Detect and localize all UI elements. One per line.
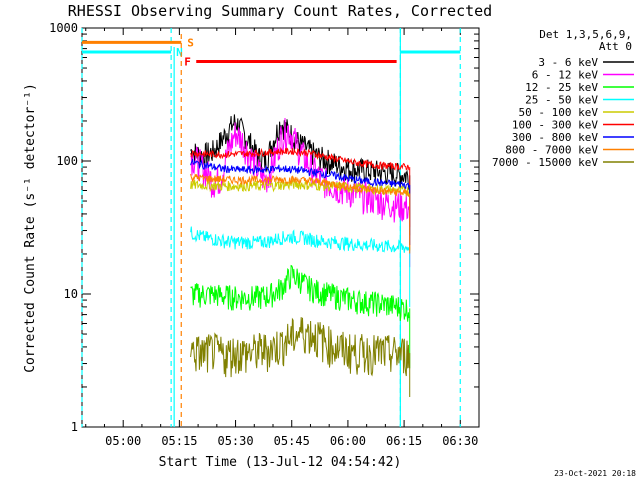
flag-label: F <box>184 55 191 68</box>
timestamp: 23-Oct-2021 20:18 <box>554 469 636 478</box>
x-tick-label: 06:00 <box>330 434 366 448</box>
legend-label: 800 - 7000 keV <box>505 144 598 157</box>
x-tick-label: 05:45 <box>274 434 310 448</box>
legend-label: 6 - 12 keV <box>532 69 599 82</box>
y-tick-label: 1000 <box>49 21 78 35</box>
axis-ticks: 05:00 05:15 05:30 05:45 06:00 06:15 06:30 1 10 10… <box>49 21 480 448</box>
series-line <box>190 146 410 171</box>
x-tick-label: 06:30 <box>442 434 478 448</box>
series-line <box>190 158 410 190</box>
series-lines <box>190 114 411 397</box>
y-tick-label: 1 <box>71 420 78 434</box>
instrument-flags: NSF <box>81 28 461 427</box>
legend-label: 50 - 100 keV <box>519 106 599 119</box>
legend-label: 100 - 300 keV <box>512 119 598 132</box>
x-tick-label: 05:15 <box>161 434 197 448</box>
x-tick-label: 06:15 <box>386 434 422 448</box>
legend-label: 25 - 50 keV <box>525 94 598 107</box>
x-axis-label: Start Time (13-Jul-12 04:54:42) <box>159 455 402 470</box>
series-line <box>190 317 410 378</box>
series-line <box>190 226 410 253</box>
x-tick-label: 05:30 <box>217 434 253 448</box>
y-tick-label: 10 <box>64 287 78 301</box>
legend-label: 12 - 25 keV <box>525 81 598 94</box>
flag-label: S <box>187 36 194 49</box>
legend-header: Att 0 <box>599 40 632 53</box>
x-tick-label: 05:00 <box>105 434 141 448</box>
legend-header: Det 1,3,5,6,9, <box>539 28 632 41</box>
y-tick-label: 100 <box>56 154 78 168</box>
series-line <box>190 173 410 198</box>
legend-label: 7000 - 15000 keV <box>492 156 598 169</box>
plot-frame <box>81 27 480 428</box>
chart-title: RHESSI Observing Summary Count Rates, Co… <box>68 2 492 20</box>
legend-label: 300 - 800 keV <box>512 131 598 144</box>
series-line <box>190 264 410 322</box>
series-line <box>190 117 410 223</box>
night-label: N <box>176 46 183 59</box>
y-axis-label: Corrected Count Rate (s⁻¹ detector⁻¹) <box>23 83 38 373</box>
legend-label: 3 - 6 keV <box>538 56 598 69</box>
